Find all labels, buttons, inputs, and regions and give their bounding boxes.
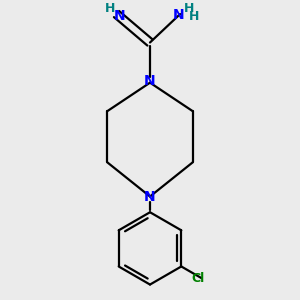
Text: N: N [144,74,156,88]
Text: N: N [144,190,156,204]
Text: Cl: Cl [191,272,204,285]
Text: H: H [105,2,116,14]
Text: H: H [184,2,195,15]
Text: N: N [113,9,125,23]
Text: N: N [172,8,184,22]
Text: H: H [189,10,200,23]
